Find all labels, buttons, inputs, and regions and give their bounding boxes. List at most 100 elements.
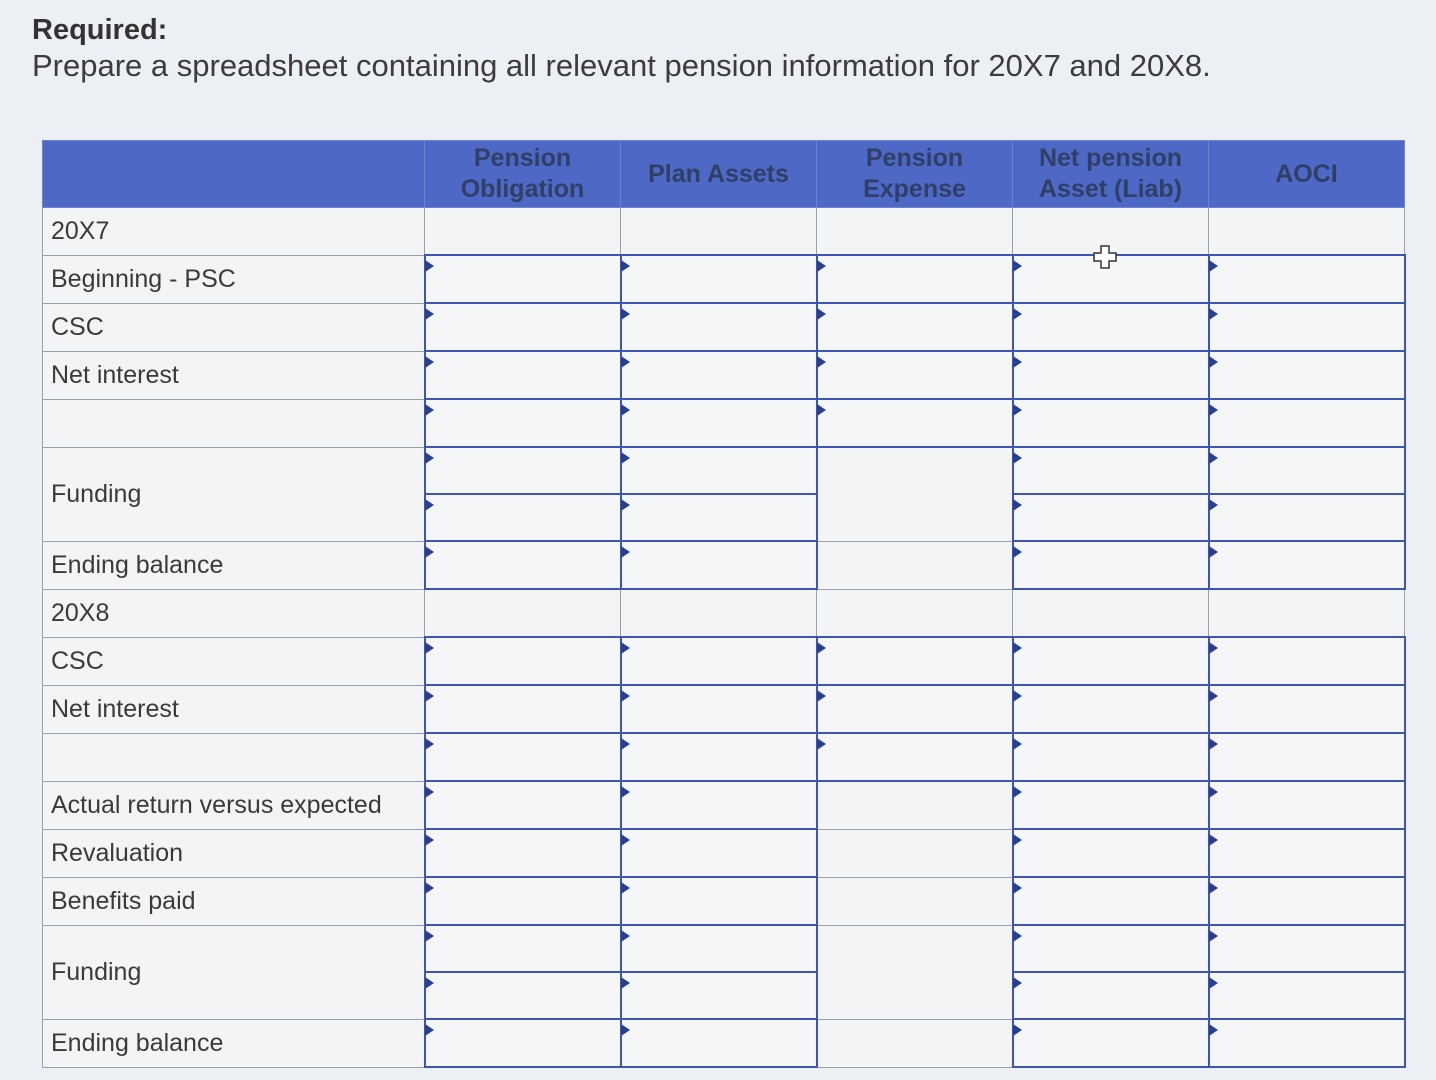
input-cell[interactable] <box>423 876 622 926</box>
header-aoci: AOCI <box>1208 140 1405 208</box>
input-cell[interactable] <box>1207 732 1406 782</box>
input-cell[interactable] <box>619 636 818 686</box>
input-cell[interactable] <box>423 780 622 830</box>
input-cell[interactable] <box>1012 926 1208 973</box>
input-cell[interactable] <box>815 732 1014 782</box>
input-cell[interactable] <box>1207 828 1406 878</box>
input-cell[interactable] <box>619 732 818 782</box>
input-cell[interactable] <box>1207 684 1406 734</box>
table-row: Funding <box>42 924 1406 1020</box>
input-cell[interactable] <box>815 636 1014 686</box>
input-cell[interactable] <box>619 876 818 926</box>
input-cell[interactable] <box>815 398 1014 448</box>
table-row: 20X7 <box>42 207 1405 256</box>
blank-cell <box>424 207 621 256</box>
row-label-revaluation: Revaluation <box>42 828 425 878</box>
input-cell[interactable] <box>423 636 622 686</box>
input-cell[interactable] <box>1208 926 1404 973</box>
input-cell[interactable] <box>1011 732 1210 782</box>
input-cell[interactable] <box>815 350 1014 400</box>
input-cell[interactable] <box>620 973 816 1018</box>
input-cell-pair[interactable] <box>423 446 622 542</box>
input-cell[interactable] <box>619 540 818 590</box>
input-cell[interactable] <box>619 684 818 734</box>
input-cell[interactable] <box>1207 302 1406 352</box>
input-cell-pair[interactable] <box>1207 446 1406 542</box>
input-cell[interactable] <box>620 495 816 540</box>
input-cell[interactable] <box>1011 636 1210 686</box>
input-cell[interactable] <box>424 926 620 973</box>
input-cell[interactable] <box>1011 254 1210 304</box>
input-cell[interactable] <box>1208 448 1404 495</box>
input-cell[interactable] <box>1207 540 1406 590</box>
row-label-csc: CSC <box>42 636 425 686</box>
header-row: Pension Obligation Plan Assets Pension E… <box>42 140 1405 208</box>
input-cell[interactable] <box>815 302 1014 352</box>
table-row: Funding <box>42 446 1406 542</box>
input-cell[interactable] <box>1207 1018 1406 1068</box>
input-cell[interactable] <box>1011 302 1210 352</box>
blank-cell <box>424 588 621 638</box>
header-corner <box>42 140 425 208</box>
input-cell[interactable] <box>1207 254 1406 304</box>
row-label-net-interest: Net interest <box>42 350 425 400</box>
row-label-20x8: 20X8 <box>42 588 425 638</box>
input-cell[interactable] <box>619 780 818 830</box>
input-cell[interactable] <box>1011 780 1210 830</box>
input-cell-pair[interactable] <box>1011 924 1210 1020</box>
input-cell[interactable] <box>1011 684 1210 734</box>
input-cell[interactable] <box>423 254 622 304</box>
input-cell[interactable] <box>619 254 818 304</box>
input-cell[interactable] <box>423 350 622 400</box>
table-row <box>42 732 1406 782</box>
input-cell[interactable] <box>1011 876 1210 926</box>
blank-cell <box>816 446 1013 542</box>
input-cell[interactable] <box>423 398 622 448</box>
input-cell[interactable] <box>1012 973 1208 1018</box>
input-cell[interactable] <box>1208 495 1404 540</box>
input-cell[interactable] <box>423 732 622 782</box>
input-cell[interactable] <box>423 302 622 352</box>
instructions-text: Prepare a spreadsheet containing all rel… <box>32 48 1211 83</box>
input-cell-pair[interactable] <box>1207 924 1406 1020</box>
input-cell[interactable] <box>1011 350 1210 400</box>
input-cell[interactable] <box>424 495 620 540</box>
input-cell[interactable] <box>1011 398 1210 448</box>
input-cell[interactable] <box>1012 495 1208 540</box>
input-cell[interactable] <box>815 254 1014 304</box>
input-cell[interactable] <box>619 398 818 448</box>
input-cell[interactable] <box>423 540 622 590</box>
input-cell[interactable] <box>423 684 622 734</box>
input-cell[interactable] <box>1012 448 1208 495</box>
input-cell[interactable] <box>423 1018 622 1068</box>
input-cell[interactable] <box>815 684 1014 734</box>
input-cell-pair[interactable] <box>619 924 818 1020</box>
header-pension-expense: Pension Expense <box>816 140 1013 208</box>
input-cell[interactable] <box>1207 350 1406 400</box>
input-cell[interactable] <box>423 828 622 878</box>
input-cell-pair[interactable] <box>619 446 818 542</box>
input-cell[interactable] <box>619 828 818 878</box>
input-cell[interactable] <box>1011 828 1210 878</box>
input-cell[interactable] <box>1207 876 1406 926</box>
input-cell[interactable] <box>1207 398 1406 448</box>
input-cell[interactable] <box>1011 540 1210 590</box>
input-cell[interactable] <box>619 1018 818 1068</box>
input-cell[interactable] <box>1208 973 1404 1018</box>
input-cell-pair[interactable] <box>1011 446 1210 542</box>
pension-spreadsheet: Pension Obligation Plan Assets Pension E… <box>42 140 1406 1068</box>
input-cell[interactable] <box>1207 636 1406 686</box>
move-cursor-icon <box>1093 245 1117 269</box>
input-cell[interactable] <box>619 302 818 352</box>
row-label-actual-return: Actual return versus expected <box>42 780 425 830</box>
input-cell[interactable] <box>619 350 818 400</box>
input-cell[interactable] <box>620 926 816 973</box>
input-cell[interactable] <box>424 973 620 1018</box>
input-cell[interactable] <box>1207 780 1406 830</box>
input-cell-pair[interactable] <box>423 924 622 1020</box>
blank-cell <box>620 207 817 256</box>
input-cell[interactable] <box>620 448 816 495</box>
blank-cell <box>816 876 1013 926</box>
input-cell[interactable] <box>424 448 620 495</box>
input-cell[interactable] <box>1011 1018 1210 1068</box>
